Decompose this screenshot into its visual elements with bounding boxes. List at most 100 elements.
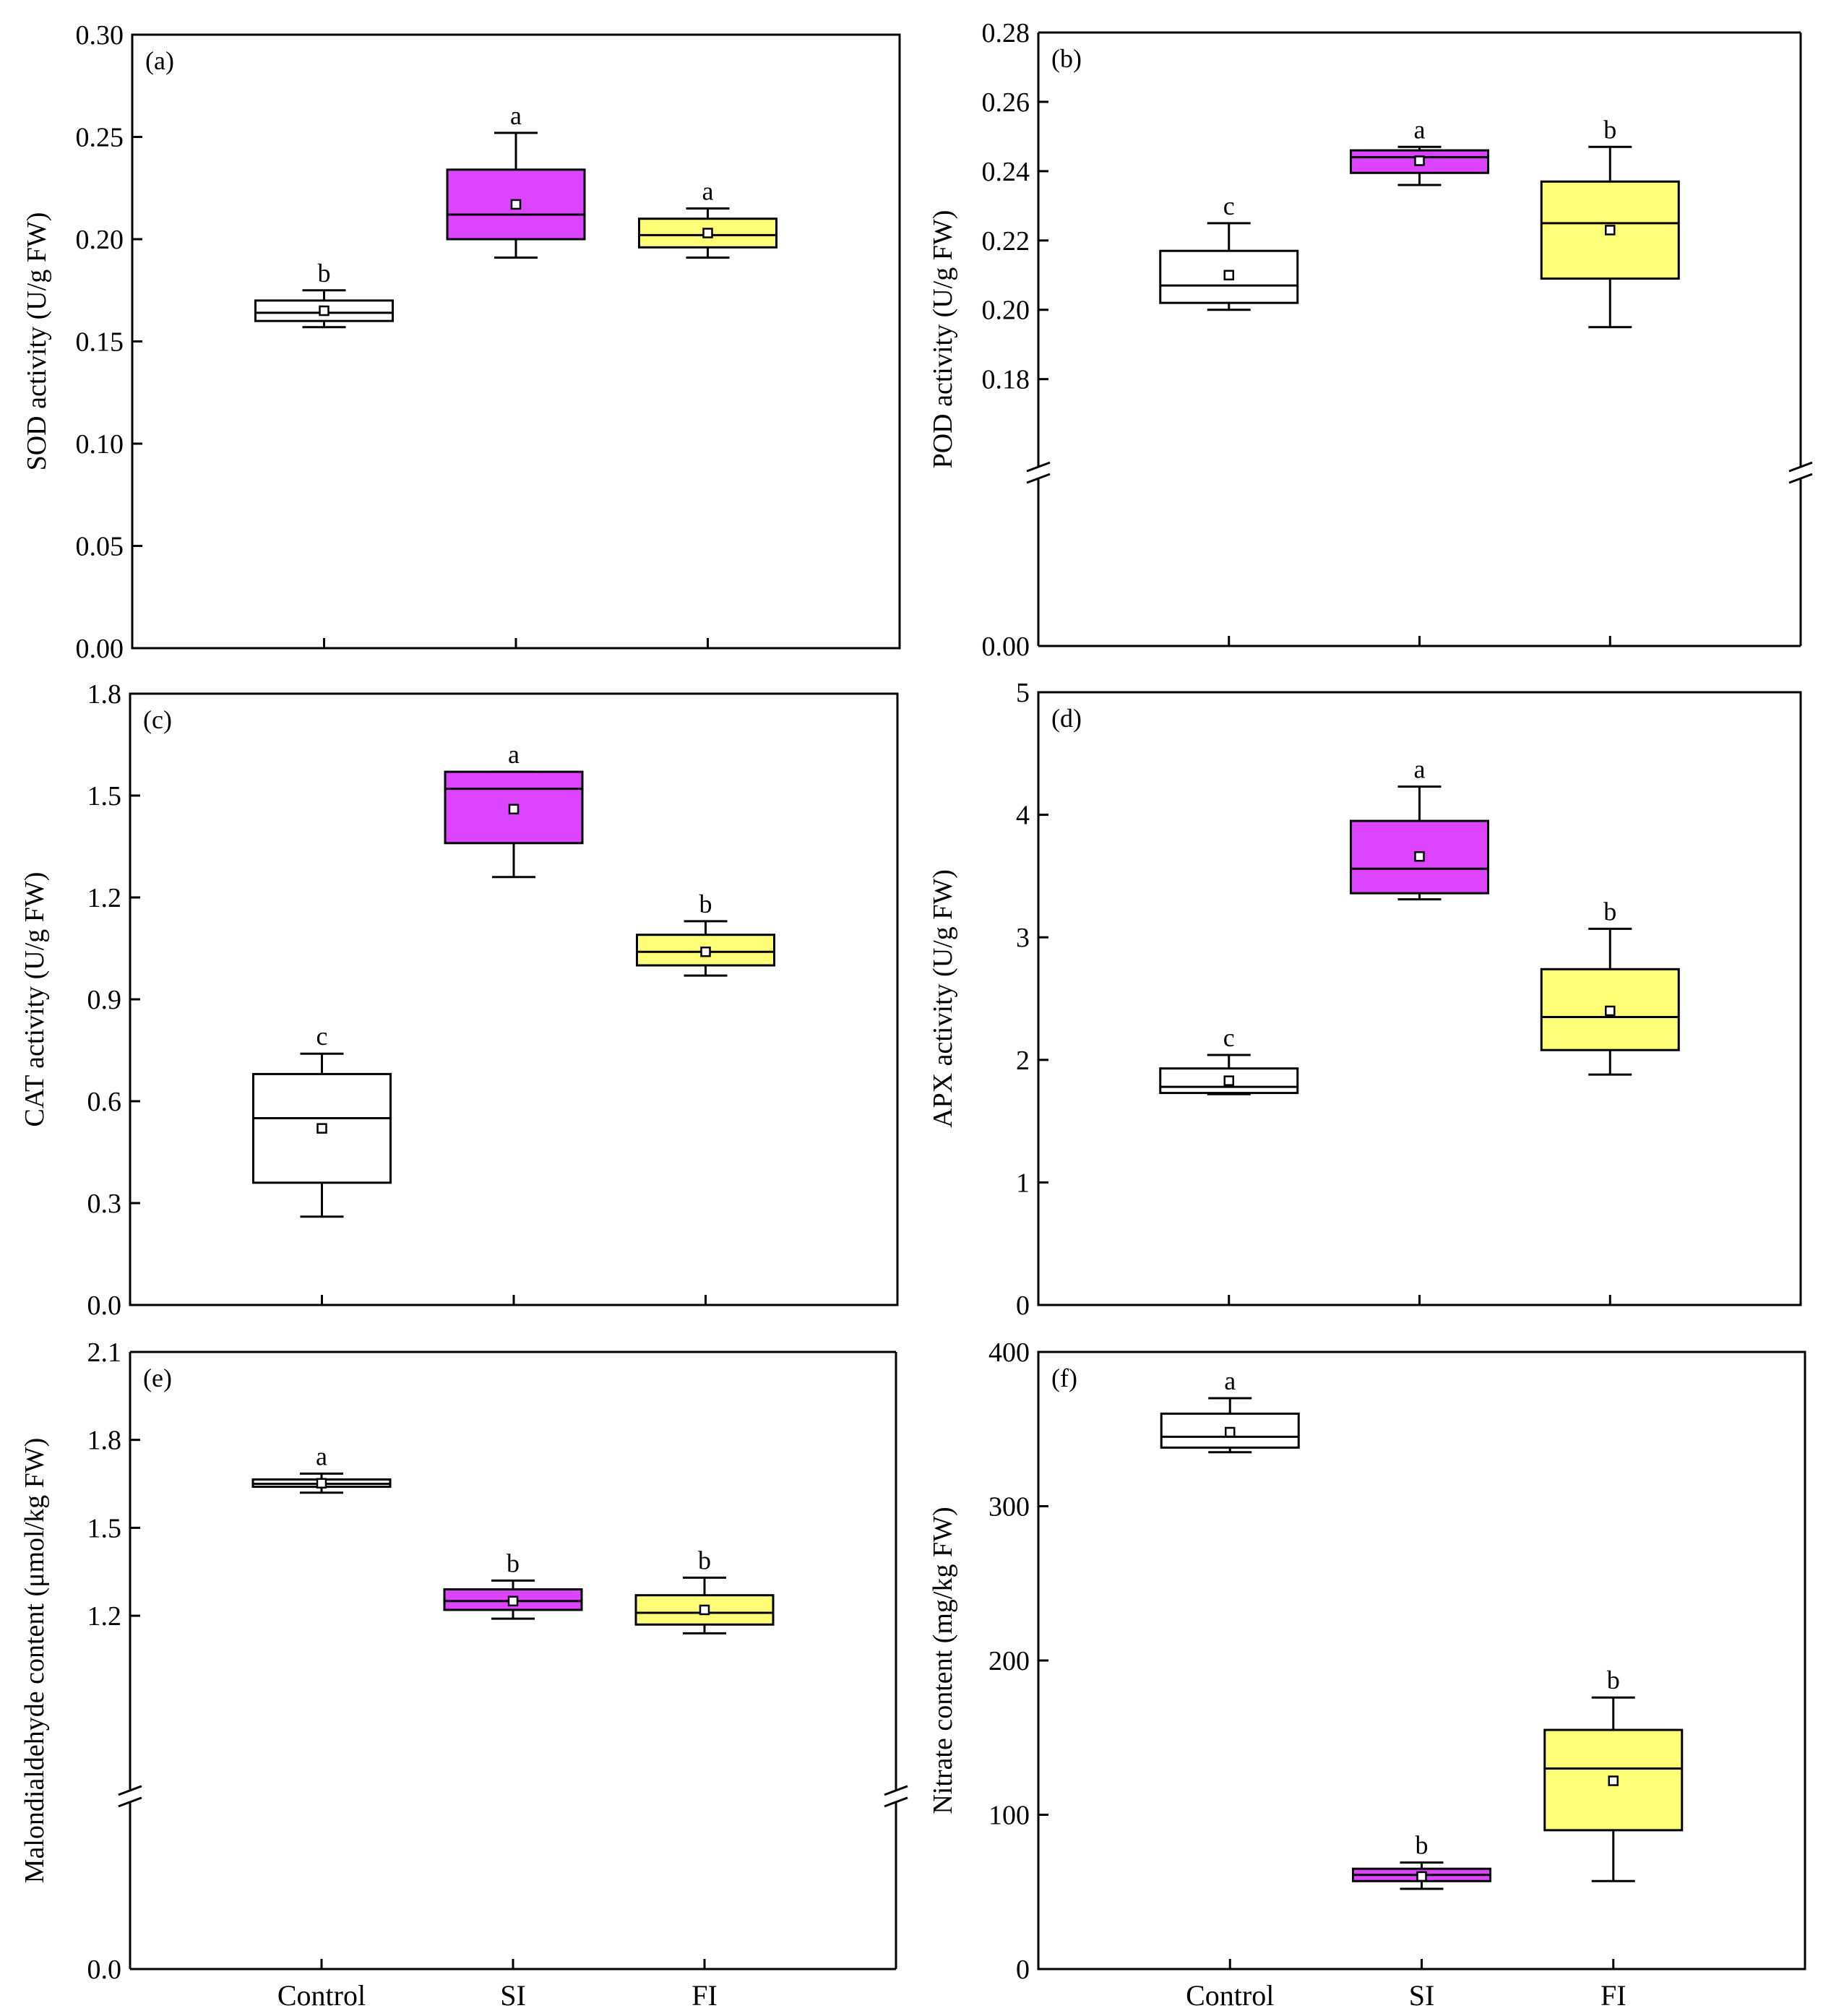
significance-letter: c [1223, 191, 1235, 220]
box-fi: b [1540, 897, 1680, 1305]
y-tick-label: 1.8 [87, 1426, 122, 1456]
box-fi: b [1543, 1666, 1684, 1969]
box-iqr [1159, 1067, 1299, 1095]
y-tick-label: 0.28 [982, 18, 1030, 48]
box-control: c [1159, 1023, 1299, 1305]
y-tick-label: 1.2 [87, 1601, 122, 1632]
y-tick-label: 0.20 [982, 296, 1030, 326]
y-tick-label: 2.1 [87, 1337, 122, 1368]
y-tick-label: 0.0 [87, 1955, 122, 1985]
mean-marker [699, 1604, 710, 1616]
box-si: a [1350, 755, 1489, 1305]
panel-label: (e) [143, 1364, 172, 1392]
y-tick-label: 300 [988, 1492, 1030, 1522]
box-control: c [252, 1022, 392, 1305]
significance-letter: c [1223, 1023, 1235, 1052]
axis-break-mark [884, 1785, 908, 1796]
significance-letter: b [1607, 1666, 1620, 1694]
panel-label: (f) [1051, 1364, 1077, 1392]
box-fi: b [1540, 115, 1680, 646]
mean-marker [316, 1478, 327, 1489]
mean-marker [1416, 1871, 1427, 1882]
y-axis-title: SOD activity (U/g FW) [22, 212, 52, 471]
mean-marker [1414, 155, 1425, 166]
significance-letter: b [318, 259, 331, 288]
y-tick-label: 0.6 [87, 1087, 122, 1117]
y-tick-label: 2 [1016, 1046, 1030, 1076]
mean-marker [1605, 225, 1616, 236]
significance-letter: a [510, 101, 522, 130]
panel-label: (c) [143, 705, 172, 734]
significance-letter: b [699, 889, 712, 918]
panel-f: 0 100 200 300 400 (f) Nitrate content (mg/kg F… [928, 1337, 1806, 2012]
y-tick-label: 0.22 [982, 226, 1030, 257]
box-fi: b [636, 889, 775, 1305]
mean-marker [702, 228, 713, 238]
x-category-label: SI [500, 1979, 526, 2012]
y-tick-label: 0 [1016, 1291, 1030, 1321]
significance-letter: b [1416, 1831, 1429, 1860]
axis-break-mark [1026, 473, 1051, 484]
panel-a: 0.00 0.05 0.10 0.15 0.20 0.25 0.30 (a) SOD activ… [22, 20, 901, 664]
panel-label: (d) [1051, 704, 1082, 733]
x-category-label: Control [1186, 1979, 1274, 2012]
box-control: c [1159, 191, 1299, 646]
y-tick-label: 1.5 [87, 781, 122, 811]
y-tick-label: 0.26 [982, 87, 1030, 118]
panel-label: (a) [145, 46, 174, 75]
y-tick-label: 100 [988, 1801, 1030, 1831]
y-tick-label: 1.2 [87, 883, 122, 913]
significance-letter: b [1603, 115, 1616, 144]
axis-break-mark [118, 1785, 142, 1796]
significance-letter: a [1224, 1366, 1236, 1395]
significance-letter: b [507, 1548, 520, 1577]
box-si: a [444, 740, 584, 1305]
y-tick-label: 0.00 [982, 632, 1030, 662]
box-si: b [443, 1548, 583, 1969]
axis-break-mark [1788, 473, 1813, 484]
y-tick-label: 0.05 [76, 532, 124, 562]
significance-letter: a [508, 740, 520, 769]
y-tick-label: 200 [988, 1646, 1030, 1676]
y-tick-label: 0.3 [87, 1189, 122, 1219]
axis-break-mark [1026, 461, 1051, 473]
y-tick-label: 1.8 [87, 679, 122, 710]
mean-marker [319, 305, 329, 316]
mean-marker [510, 199, 522, 210]
x-category-label: Control [277, 1979, 366, 2012]
x-category-label: FI [692, 1979, 718, 2012]
y-tick-label: 1 [1016, 1168, 1030, 1198]
mean-marker [316, 1123, 327, 1134]
y-tick-label: 0.9 [87, 985, 122, 1015]
significance-letter: a [1414, 115, 1426, 144]
y-tick-label: 0.0 [87, 1291, 122, 1321]
significance-letter: b [1603, 897, 1616, 926]
box-fi: b [634, 1546, 775, 1969]
y-tick-label: 3 [1016, 923, 1030, 953]
mean-marker [1223, 270, 1234, 281]
panel-b: 0.00 0.18 0.20 0.22 0.24 0.26 0.28 (b) POD activ… [928, 18, 1813, 662]
y-tick-label: 0.30 [76, 20, 124, 51]
y-tick-label: 0.24 [982, 157, 1030, 187]
panel-e: 0.0 1.2 1.5 1.8 2.1 (e) Malondialdehyde conten… [20, 1337, 908, 2012]
mean-marker [1225, 1426, 1236, 1438]
box-si: b [1352, 1831, 1491, 1969]
box-si: a [446, 101, 586, 648]
significance-letter: b [698, 1546, 711, 1575]
y-tick-label: 0.15 [76, 327, 124, 358]
axis-break-mark [884, 1796, 908, 1808]
y-tick-label: 0.25 [76, 123, 124, 153]
significance-letter: a [1414, 755, 1426, 784]
mean-marker [1608, 1775, 1619, 1786]
mean-marker [508, 804, 520, 815]
significance-letter: a [316, 1442, 327, 1470]
panel-d: 0 1 2 3 4 5 (d) APX activity (U/g FW) c a b [928, 678, 1802, 1321]
panel-c: 0.0 0.3 0.6 0.9 1.2 1.5 1.8 (c) CAT activity (U/… [20, 679, 899, 1321]
y-tick-label: 0.10 [76, 429, 124, 460]
y-axis-title: Malondialdehyde content (μmol/kg FW) [20, 1438, 50, 1884]
y-axis-title: Nitrate content (mg/kg FW) [928, 1507, 958, 1814]
y-tick-label: 5 [1016, 678, 1030, 708]
box-fi: a [638, 177, 777, 648]
axis-break-mark [1788, 461, 1813, 473]
